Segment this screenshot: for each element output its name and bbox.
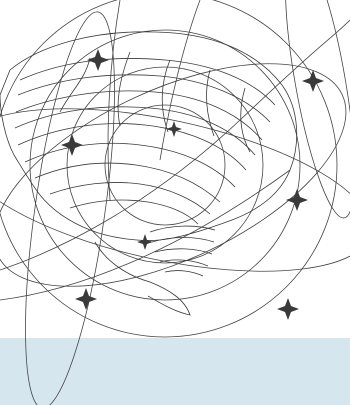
- brain-lines: [0, 31, 298, 316]
- sparkle-star-icon: [166, 121, 182, 137]
- orbit-curve: [0, 19, 350, 271]
- orbit-circle: [0, 0, 338, 338]
- brain-fold: [49, 182, 211, 215]
- brain-fold: [69, 199, 199, 225]
- brainstem-outline: [94, 241, 191, 316]
- sparkle-star-icon: [286, 189, 308, 211]
- cerebellum-line: [151, 237, 215, 243]
- orbit-curve: [0, 169, 291, 301]
- cerebellum-line: [164, 270, 204, 277]
- orbit-ellipse: [0, 108, 350, 272]
- brain-fold: [15, 90, 263, 141]
- sparkle-star-icon: [75, 288, 97, 310]
- brain-fold: [17, 123, 247, 171]
- sparkle-star-icon: [137, 234, 153, 250]
- brain-fold: [24, 142, 236, 188]
- cerebellum-line: [159, 259, 209, 267]
- orbit-curve: [107, 0, 121, 201]
- brain-gyrus: [161, 59, 171, 133]
- orbit-ellipse: [25, 11, 115, 405]
- sparkle-star-icon: [87, 49, 109, 71]
- brain-gyrus: [206, 69, 215, 137]
- brain-fold: [19, 58, 276, 106]
- brain-gyrus: [240, 87, 251, 153]
- sparkle-stars: [61, 49, 324, 320]
- orbit-circle: [66, 66, 264, 264]
- brain-gyrus: [59, 57, 91, 113]
- brain-fold: [34, 162, 221, 203]
- brain-outline: [0, 31, 298, 241]
- orbit-circle: [29, 29, 301, 301]
- cerebellum-line: [154, 248, 213, 255]
- cerebellum-line: [149, 225, 216, 233]
- sparkle-star-icon: [61, 134, 83, 156]
- brain-fold: [14, 106, 256, 156]
- sparkle-star-icon: [302, 70, 324, 92]
- orbit-curve: [159, 0, 201, 161]
- orbit-ellipse: [284, 0, 350, 219]
- orbit-circle: [104, 104, 226, 226]
- sparkle-star-icon: [277, 298, 299, 320]
- brain-gyrus: [117, 51, 131, 127]
